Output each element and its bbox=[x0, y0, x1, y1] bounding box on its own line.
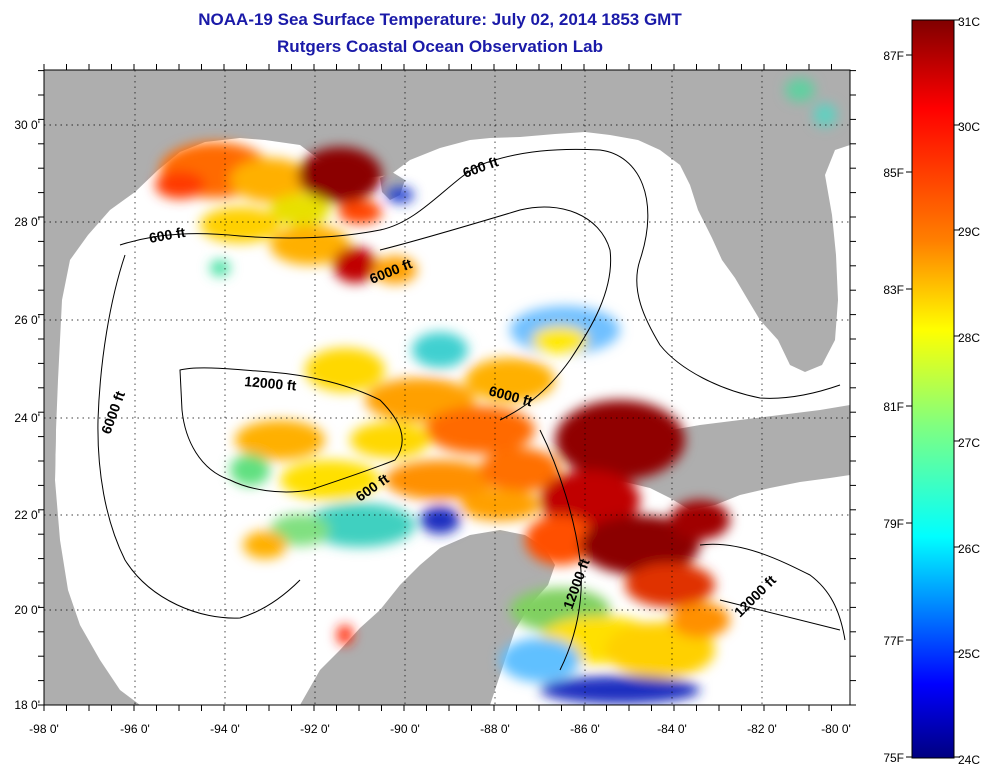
sst-data bbox=[155, 78, 837, 704]
colorbar-ticks bbox=[906, 19, 960, 758]
lon-label: -86 0' bbox=[570, 722, 600, 736]
map-title: NOAA-19 Sea Surface Temperature: July 02… bbox=[198, 10, 682, 29]
lon-label: -96 0' bbox=[120, 722, 150, 736]
lat-label: 24 0' bbox=[14, 411, 40, 425]
colorbar: 31C 30C 29C 28C 27C 26C 25C 24C 87F 85F … bbox=[883, 15, 980, 767]
lon-label: -90 0' bbox=[390, 722, 420, 736]
lon-label: -88 0' bbox=[480, 722, 510, 736]
colorbar-f-label: 75F bbox=[883, 751, 904, 765]
contour-label: 12000 ft bbox=[244, 373, 298, 394]
colorbar-f-label: 81F bbox=[883, 400, 904, 414]
map-area bbox=[44, 70, 850, 705]
lat-label: 22 0' bbox=[14, 508, 40, 522]
map-subtitle: Rutgers Coastal Ocean Observation Lab bbox=[277, 37, 603, 56]
land-cuba bbox=[595, 405, 850, 510]
lon-label: -84 0' bbox=[657, 722, 687, 736]
colorbar-f-label: 79F bbox=[883, 517, 904, 531]
colorbar-c-label: 29C bbox=[958, 225, 980, 239]
colorbar-c-label: 31C bbox=[958, 15, 980, 29]
land-yucatan bbox=[300, 530, 555, 705]
lon-label: -82 0' bbox=[747, 722, 777, 736]
colorbar-f-label: 77F bbox=[883, 634, 904, 648]
axis-ticks bbox=[38, 64, 856, 711]
colorbar-c-label: 25C bbox=[958, 647, 980, 661]
colorbar-c-label: 24C bbox=[958, 753, 980, 767]
lat-label: 26 0' bbox=[14, 313, 40, 327]
lat-label: 18 0' bbox=[14, 698, 40, 712]
lon-label: -94 0' bbox=[210, 722, 240, 736]
land-mexico-west bbox=[44, 420, 140, 705]
land-us-coast bbox=[44, 70, 850, 705]
lat-label: 28 0' bbox=[14, 215, 40, 229]
grid-lines bbox=[44, 70, 850, 705]
contour-label: 600 ft bbox=[148, 224, 187, 246]
colorbar-f-label: 87F bbox=[883, 49, 904, 63]
lon-label: -98 0' bbox=[29, 722, 59, 736]
lat-label: 20 0' bbox=[14, 603, 40, 617]
colorbar-c-label: 30C bbox=[958, 120, 980, 134]
colorbar-c-label: 26C bbox=[958, 542, 980, 556]
colorbar-gradient bbox=[911, 19, 955, 759]
lat-label: 30 0' bbox=[14, 118, 40, 132]
colorbar-f-label: 83F bbox=[883, 283, 904, 297]
colorbar-c-label: 28C bbox=[958, 331, 980, 345]
bathymetry-contours bbox=[97, 148, 846, 671]
lon-label: -92 0' bbox=[300, 722, 330, 736]
lon-label: -80 0' bbox=[821, 722, 851, 736]
colorbar-f-label: 85F bbox=[883, 166, 904, 180]
colorbar-c-label: 27C bbox=[958, 436, 980, 450]
